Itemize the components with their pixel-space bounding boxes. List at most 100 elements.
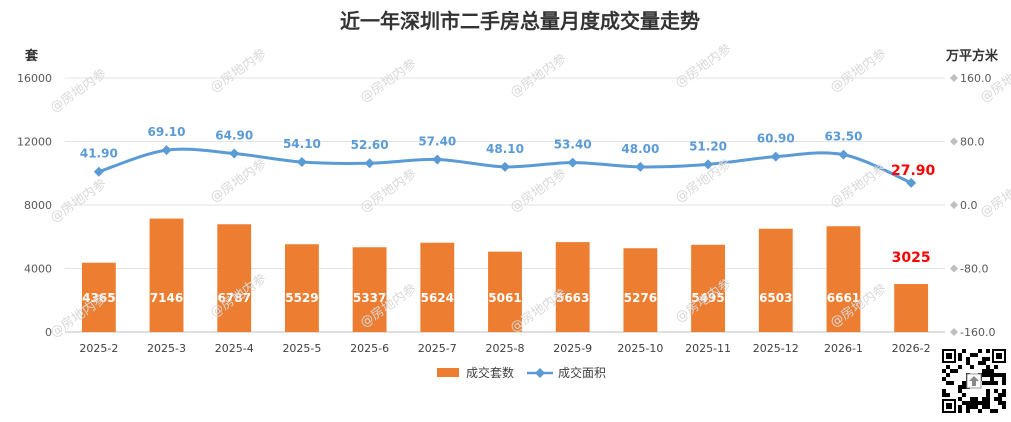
x-tick-label: 2025-12 [753, 342, 799, 355]
qr-module [1002, 377, 1006, 381]
bar-data-label: 6661 [827, 291, 860, 305]
qr-module [958, 405, 962, 409]
bar-series: 4365 7146 6787 5529 5337 5624 5061 5663 5276 5495… [81, 218, 931, 332]
legend-label-line: 成交面积 [558, 365, 606, 380]
left-tick-label: 4000 [24, 263, 52, 276]
right-axis: -160.0 -80.0 0.0 80.0 160.0 [950, 72, 995, 339]
qr-module [982, 361, 986, 365]
qr-module [950, 369, 954, 373]
bar-data-label: 7146 [150, 291, 183, 305]
line-series: 41.90 69.10 64.90 54.10 52.60 57.40 48.10 53.40… [80, 125, 936, 188]
qr-module [962, 393, 966, 397]
line-point [500, 161, 510, 172]
x-tick-label: 2025-8 [486, 342, 525, 355]
right-tick-marker [950, 328, 958, 336]
qr-module [1002, 405, 1006, 409]
qr-module [958, 385, 962, 389]
qr-module [958, 357, 962, 361]
chart-title: 近一年深圳市二手房总量月度成交量走势 [340, 9, 700, 33]
qr-code-icon [940, 347, 1008, 415]
qr-module [998, 393, 1002, 397]
qr-module [982, 405, 986, 409]
qr-module [1002, 401, 1006, 405]
bar-data-label: 5061 [488, 291, 521, 305]
qr-module [966, 401, 970, 405]
qr-module [982, 397, 986, 401]
bar-data-label: 5495 [691, 291, 724, 305]
bar [420, 242, 455, 332]
qr-module [994, 381, 998, 385]
qr-module [982, 369, 986, 373]
line-data-label: 64.90 [215, 128, 253, 142]
qr-module [982, 401, 986, 405]
qr-finder [946, 353, 952, 359]
qr-module [1002, 373, 1006, 377]
qr-module [994, 409, 998, 413]
line-point [567, 157, 578, 168]
line-point [161, 145, 172, 156]
line-data-label: 48.00 [621, 142, 659, 156]
bar [149, 218, 184, 332]
right-tick-label: 160.0 [960, 72, 992, 85]
qr-module [962, 401, 966, 405]
x-tick-label: 2025-3 [147, 342, 186, 355]
x-tick-label: 2025-7 [418, 342, 457, 355]
qr-module [970, 397, 974, 401]
bar [691, 244, 725, 332]
left-tick-label: 16000 [17, 72, 52, 85]
x-tick-label: 2026-1 [824, 342, 863, 355]
line-data-label: 41.90 [80, 147, 118, 161]
qr-module [994, 373, 998, 377]
qr-module [982, 357, 986, 361]
qr-module [950, 381, 954, 385]
bar-data-label: 5663 [556, 291, 589, 305]
bar [758, 228, 793, 332]
bar-data-label: 5337 [353, 291, 386, 305]
qr-module [986, 381, 990, 385]
x-tick-label: 2025-2 [79, 342, 118, 355]
bar [217, 224, 252, 332]
bar-data-label: 5276 [624, 291, 657, 305]
qr-module [958, 389, 962, 393]
qr-module [978, 401, 982, 405]
line-data-label: 27.90 [891, 163, 936, 179]
bar-data-label: 5624 [421, 291, 454, 305]
qr-module [1002, 381, 1006, 385]
line-data-label: 53.40 [554, 138, 592, 152]
qr-module [986, 373, 990, 377]
qr-module [978, 409, 982, 413]
bar [81, 262, 116, 332]
qr-module [998, 397, 1002, 401]
bar [623, 248, 658, 332]
qr-module [946, 365, 950, 369]
qr-module [986, 397, 990, 401]
right-axis-unit: 万平方米 [945, 48, 999, 64]
line-data-label: 48.10 [486, 142, 524, 156]
bar [826, 226, 861, 332]
line-point [635, 161, 646, 172]
right-tick-label: 80.0 [960, 136, 985, 149]
qr-module [942, 393, 946, 397]
x-tick-label: 2025-10 [617, 342, 663, 355]
line-data-label: 52.60 [351, 138, 389, 152]
qr-module [946, 381, 950, 385]
right-tick-marker [950, 74, 958, 82]
qr-module [998, 401, 1002, 405]
gridlines [65, 77, 945, 333]
qr-module [974, 401, 978, 405]
qr-module [962, 349, 966, 353]
bar [555, 242, 590, 332]
right-tick-marker [950, 137, 958, 146]
bar-data-label: 4365 [82, 291, 115, 305]
x-axis: 2025-2 2025-3 2025-4 2025-5 2025-6 2025-7 2025… [79, 342, 930, 355]
qr-module [986, 389, 990, 393]
qr-module [986, 357, 990, 361]
qr-module [966, 361, 970, 365]
x-tick-label: 2026-2 [892, 342, 931, 355]
qr-module [990, 381, 994, 385]
right-tick-label: -160.0 [960, 326, 995, 339]
qr-module [970, 401, 974, 405]
qr-module [986, 401, 990, 405]
bar-data-label: 6503 [759, 291, 792, 305]
